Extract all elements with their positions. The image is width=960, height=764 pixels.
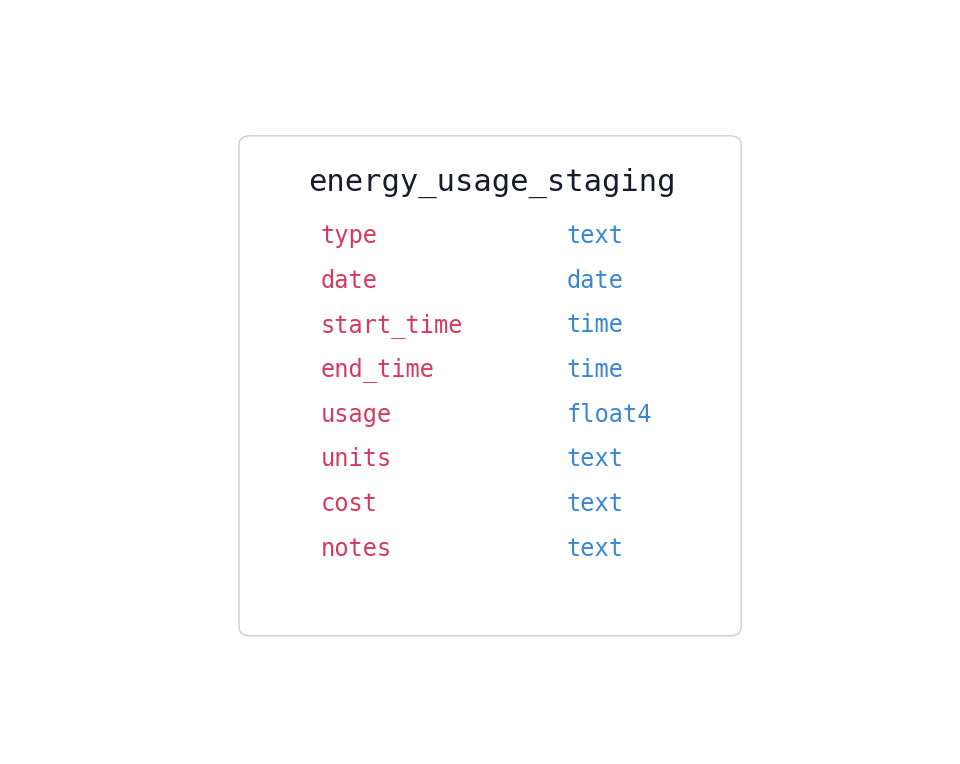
Text: cost: cost — [321, 492, 378, 516]
Text: energy_usage_staging: energy_usage_staging — [308, 168, 676, 198]
Text: text: text — [566, 448, 623, 471]
Text: usage: usage — [321, 403, 392, 426]
Text: text: text — [566, 537, 623, 561]
Text: text: text — [566, 492, 623, 516]
Text: start_time: start_time — [321, 312, 464, 338]
Text: time: time — [566, 313, 623, 337]
Text: time: time — [566, 358, 623, 382]
FancyBboxPatch shape — [239, 136, 741, 636]
Text: text: text — [566, 224, 623, 248]
Text: float4: float4 — [566, 403, 652, 426]
Text: date: date — [566, 268, 623, 293]
Text: type: type — [321, 224, 378, 248]
Text: end_time: end_time — [321, 358, 435, 383]
Text: units: units — [321, 448, 392, 471]
Text: date: date — [321, 268, 378, 293]
Text: notes: notes — [321, 537, 392, 561]
